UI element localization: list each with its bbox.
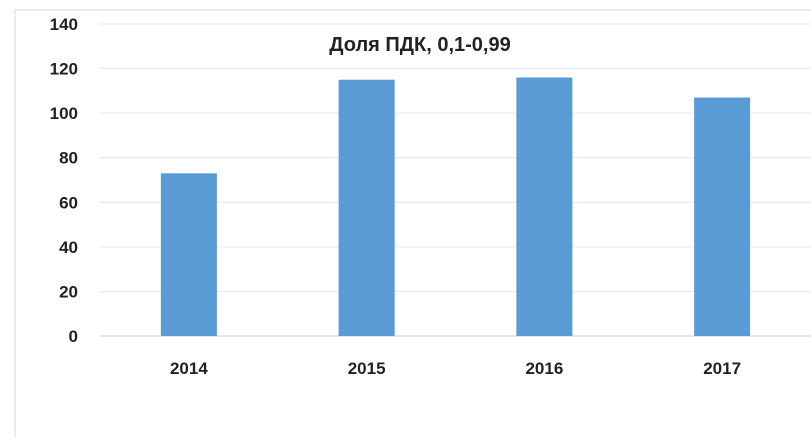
x-tick-label: 2017 xyxy=(703,359,741,378)
y-tick-label: 60 xyxy=(59,193,78,212)
y-tick-label: 0 xyxy=(69,327,78,346)
x-tick-label: 2014 xyxy=(170,359,208,378)
y-tick-label: 140 xyxy=(50,15,78,34)
bar-2014 xyxy=(160,173,217,336)
chart-frame xyxy=(14,9,811,441)
bar-2016 xyxy=(516,77,573,336)
x-tick-label: 2015 xyxy=(348,359,386,378)
chart-title: Доля ПДК, 0,1-0,99 xyxy=(329,34,510,56)
x-axis-ticks: 2014 2015 2016 2017 xyxy=(170,359,741,378)
gridlines xyxy=(100,23,811,337)
y-tick-label: 20 xyxy=(59,282,78,301)
bars xyxy=(160,77,751,337)
bar-2017 xyxy=(694,97,751,337)
y-tick-label: 80 xyxy=(59,149,78,168)
y-tick-label: 40 xyxy=(59,238,78,257)
x-tick-label: 2016 xyxy=(525,359,563,378)
y-tick-label: 100 xyxy=(50,104,78,123)
y-tick-label: 120 xyxy=(50,60,78,79)
bar-2015 xyxy=(338,79,395,336)
y-axis-ticks: 0 20 40 60 80 100 120 140 xyxy=(50,15,78,346)
